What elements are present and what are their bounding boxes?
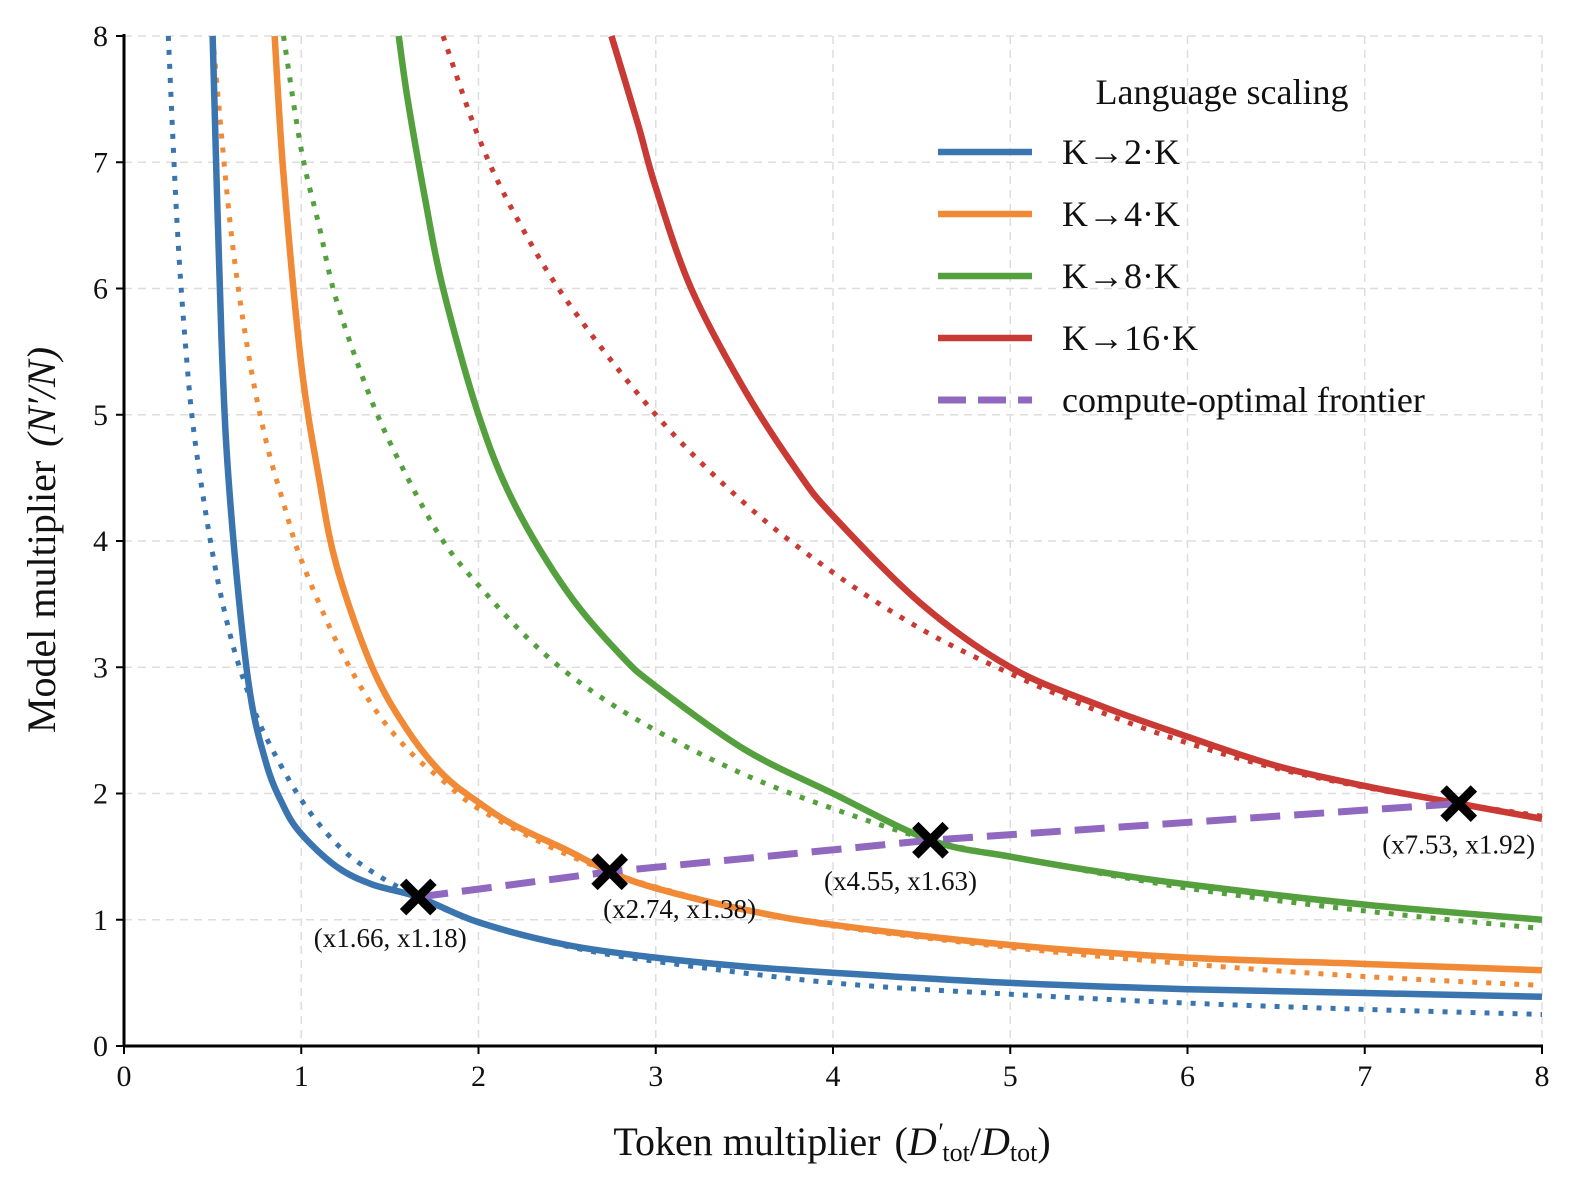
series-line-8 [417,800,1459,901]
legend-title: Language scaling [1096,72,1349,112]
legend-item-0: K→2·K [938,132,1180,172]
marker-1: (x2.74, x1.38) [591,853,756,924]
y-tick-label-1: 1 [93,904,108,937]
legend-entries: K→2·K K→4·K K→8·K K→16·K compute-optimal fro… [938,132,1425,420]
marker-3: (x7.53, x1.92) [1382,785,1535,860]
marker-0: (x1.66, x1.18) [314,878,467,953]
tick-labels: 0 1 2 3 4 5 6 7 8 0 1 2 3 4 5 6 7 8 [93,20,1550,1093]
y-tick-label-2: 2 [93,778,108,811]
marker-label-3: (x7.53, x1.92) [1382,830,1535,860]
legend-label-0: K→2·K [1062,132,1180,172]
y-tick-label-5: 5 [93,399,108,432]
x-tick-label-8: 8 [1535,1060,1550,1093]
x-tick-label-1: 1 [294,1060,309,1093]
y-axis-label: Model multiplier(N′/N) [19,347,64,733]
marker-layer: (x1.66, x1.18) (x2.74, x1.38) (x4.55, x1.6… [314,785,1535,953]
x-axis-label: Token multiplier (D′tot/Dtot) [613,1118,1050,1167]
x-tick-label-6: 6 [1180,1060,1195,1093]
legend-item-2: K→8·K [938,256,1180,296]
y-tick-label-4: 4 [93,525,108,558]
legend-label-2: K→8·K [1062,256,1180,296]
x-tick-label-2: 2 [471,1060,486,1093]
legend-label-1: K→4·K [1062,194,1180,234]
marker-2: (x4.55, x1.63) [824,821,977,896]
x-tick-label-5: 5 [1003,1060,1018,1093]
series-line-4 [395,35,1543,923]
marker-x-1 [591,853,629,891]
y-tick-label-3: 3 [93,651,108,684]
marker-label-1: (x2.74, x1.38) [603,894,756,924]
marker-x-0 [399,878,437,916]
legend-item-3: K→16·K [938,318,1198,358]
legend-item-4: compute-optimal frontier [938,380,1425,420]
legend-item-1: K→4·K [938,194,1180,234]
y-tick-label-7: 7 [93,146,108,179]
y-tick-label-8: 8 [93,20,108,53]
series-line-3 [210,35,1543,988]
x-tick-label-3: 3 [648,1060,663,1093]
x-tick-label-4: 4 [826,1060,841,1093]
y-tick-label-0: 0 [93,1030,108,1063]
legend: Language scaling K→2·K K→4·K K→8·K K→16·K co… [938,72,1425,420]
marker-label-0: (x1.66, x1.18) [314,923,467,953]
series-layer [165,35,1543,1017]
marker-label-2: (x4.55, x1.63) [824,866,977,896]
legend-label-4: compute-optimal frontier [1062,380,1425,420]
marker-x-2 [912,821,949,859]
y-tick-label-6: 6 [93,273,108,306]
x-tick-label-7: 7 [1357,1060,1372,1093]
series-line-2 [271,35,1543,974]
legend-label-3: K→16·K [1062,318,1198,358]
series-line-0 [209,35,1543,1001]
marker-x-3 [1440,785,1478,822]
x-tick-label-0: 0 [117,1060,132,1093]
series-line-6 [608,35,1543,822]
